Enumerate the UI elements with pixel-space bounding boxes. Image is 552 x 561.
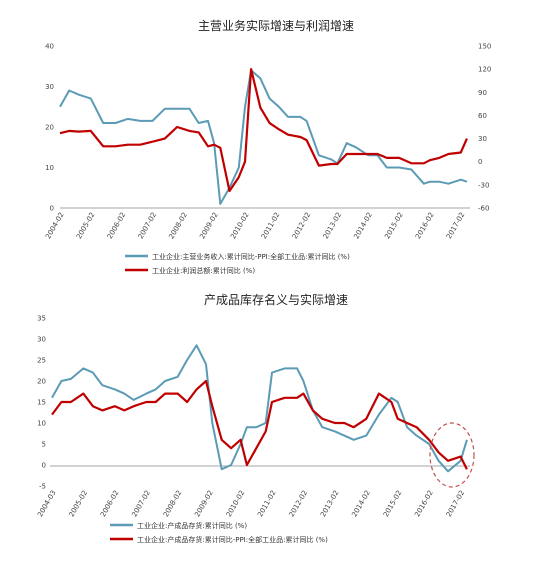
chart2-x-tick: 2012-02 (288, 489, 310, 518)
chart1-right-tick: 30 (478, 135, 487, 143)
chart1-x-tick: 2004-02 (44, 211, 66, 240)
chart2-x-tick: 2006-02 (99, 489, 121, 518)
chart-profit-revenue: 主营业务实际增速与利润增速 0 10 20 30 40 -60 -30 0 30 60 90 120… (44, 18, 491, 275)
chart1-left-tick: 0 (50, 205, 54, 213)
chart1-right-tick: -60 (478, 205, 489, 213)
chart1-x-tick: 2017-02 (445, 211, 467, 240)
chart2-left-tick: 25 (37, 357, 46, 365)
chart1-left-tick: 30 (45, 83, 54, 91)
chart1-x-tick: 2007-02 (137, 211, 159, 240)
chart1-x-tick: 2013-02 (322, 211, 344, 240)
chart2-left-tick: 5 (42, 441, 46, 449)
chart2-left-tick: 35 (37, 315, 46, 323)
chart1-x-tick: 2011-02 (260, 211, 282, 240)
chart1-left-tick: 20 (45, 124, 54, 132)
chart2-legend-label-inventory: 工业企业:产成品存货:累计同比 (%) (137, 521, 247, 530)
chart1-series-line-1 (59, 69, 468, 205)
chart1-right-tick: -30 (478, 181, 489, 189)
chart2-x-tick: 2017-02 (445, 489, 467, 518)
chart2-left-tick: 0 (42, 462, 46, 470)
chart2-x-tick: 2015-02 (382, 489, 404, 518)
chart2-x-tick: 2009-02 (193, 489, 215, 518)
chart2-x-tick: 2010-02 (225, 489, 247, 518)
chart1-x-tick: 2010-02 (229, 211, 251, 240)
chart2-left-tick: 20 (37, 378, 46, 386)
chart2-left-y-ticks: -5 0 5 10 15 20 25 30 35 (37, 315, 46, 491)
chart2-x-tick: 2007-02 (130, 489, 152, 518)
chart1-x-tick: 2012-02 (291, 211, 313, 240)
chart1-series-line-2 (59, 68, 468, 193)
chart2-left-tick: 10 (37, 420, 46, 428)
chart1-right-tick: 120 (478, 66, 491, 74)
chart1-right-tick: 90 (478, 89, 487, 97)
chart2-legend: 工业企业:产成品存货:累计同比 (%) 工业企业:产成品存货:累计同比-PPI:… (110, 521, 328, 544)
chart1-right-y-ticks: -60 -30 0 30 60 90 120 150 (478, 43, 491, 213)
chart1-left-y-ticks: 0 10 20 30 40 (45, 43, 54, 213)
chart2-x-tick: 2013-02 (319, 489, 341, 518)
chart1-legend-label-profit: 工业企业:利润总额:累计同比 (%) (152, 266, 255, 275)
chart1-series-lines (59, 68, 468, 205)
chart1-title: 主营业务实际增速与利润增速 (198, 18, 354, 33)
chart2-highlight-ellipse (429, 422, 475, 488)
chart1-right-tick: 0 (478, 158, 482, 166)
chart1-left-tick: 40 (45, 43, 54, 51)
chart2-title: 产成品库存名义与实际增速 (204, 292, 348, 307)
chart1-x-tick: 2009-02 (198, 211, 220, 240)
chart1-x-tick: 2016-02 (414, 211, 436, 240)
chart2-x-ticks: 2004-03 2005-02 2006-02 2007-02 2008-02 2009-… (36, 489, 466, 518)
chart2-left-tick: -5 (39, 483, 46, 491)
chart1-right-tick: 60 (478, 112, 487, 120)
chart2-x-tick: 2005-02 (68, 489, 90, 518)
chart2-series-lines (51, 344, 468, 473)
chart2-x-tick: 2008-02 (162, 489, 184, 518)
chart1-left-tick: 10 (45, 164, 54, 172)
chart1-x-tick: 2014-02 (352, 211, 374, 240)
chart2-legend-label-real-inventory: 工业企业:产成品存货:累计同比-PPI:全部工业品:累计同比 (%) (137, 535, 328, 544)
chart1-x-tick: 2015-02 (383, 211, 405, 240)
chart2-x-tick: 2016-02 (413, 489, 435, 518)
chart2-x-tick: 2014-02 (350, 489, 372, 518)
chart2-left-tick: 30 (37, 336, 46, 344)
chart1-right-tick: 150 (478, 43, 491, 51)
chart2-left-tick: 15 (37, 399, 46, 407)
chart2-x-tick: 2011-02 (256, 489, 278, 518)
chart1-x-ticks: 2004-02 2005-02 2006-02 2007-02 2008-02 2009-… (44, 211, 466, 240)
chart1-x-tick: 2008-02 (167, 211, 189, 240)
chart1-legend-label-revenue: 工业企业:主营业务收入:累计同比-PPI:全部工业品:累计同比 (%) (152, 252, 350, 261)
chart2-series-line-2 (51, 379, 468, 470)
chart1-x-tick: 2005-02 (75, 211, 97, 240)
chart2-series-line-1 (51, 344, 468, 473)
chart2-x-tick: 2004-03 (36, 489, 58, 518)
chart1-x-tick: 2006-02 (106, 211, 128, 240)
chart1-legend: 工业企业:主营业务收入:累计同比-PPI:全部工业品:累计同比 (%) 工业企业… (125, 252, 350, 275)
